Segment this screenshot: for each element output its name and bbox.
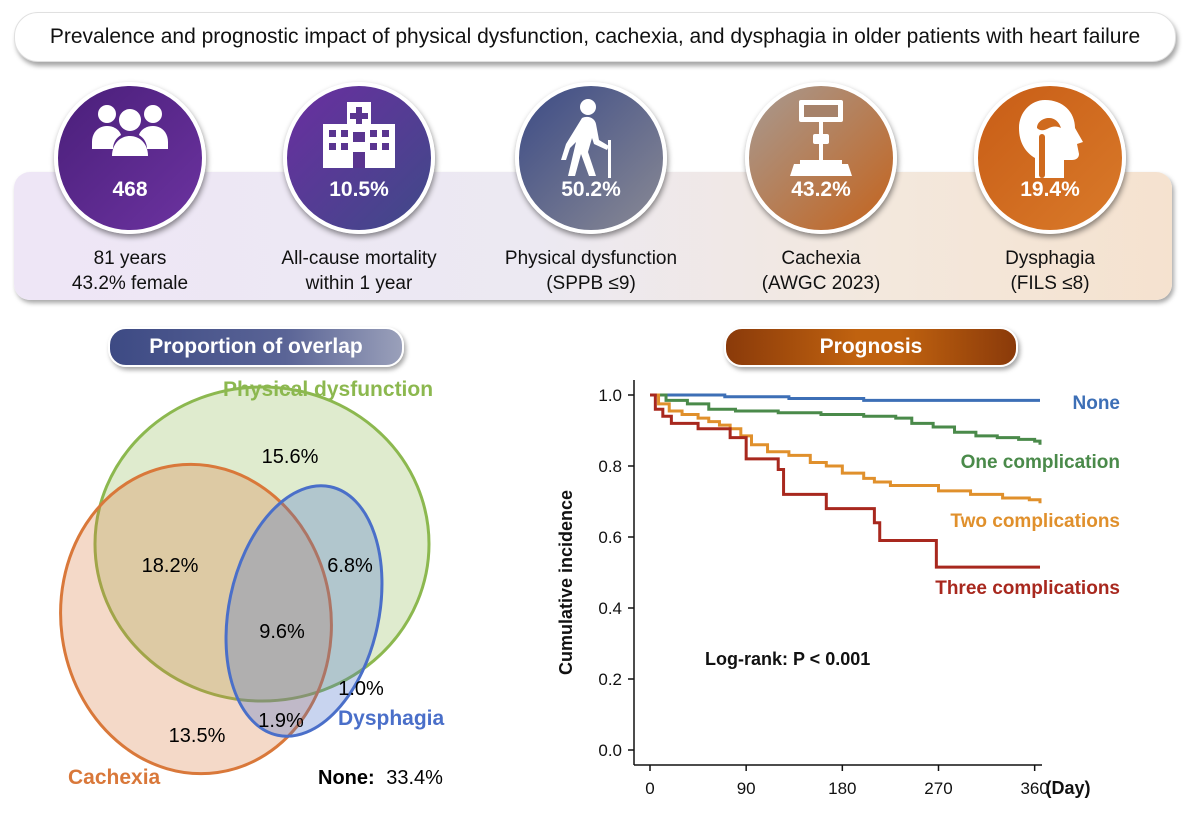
series-label: None (1073, 393, 1121, 414)
region-physical-dysphagia: 6.8% (327, 555, 373, 577)
prognosis-pill: Prognosis (724, 327, 1018, 367)
stat-line-1: All-cause mortality (281, 248, 437, 269)
y-tick-label: 0.2 (598, 670, 622, 689)
region-cachexia-dysphagia: 1.9% (258, 710, 304, 732)
y-tick-label: 1.0 (598, 386, 622, 405)
stat-line-2: 43.2% female (71, 273, 189, 294)
stat-value: 10.5% (329, 178, 389, 201)
none-label: None: (318, 767, 375, 789)
cachexia-set (59, 462, 333, 776)
x-tick-label: 180 (828, 779, 856, 798)
series-line-3 (650, 393, 1042, 504)
y-tick-label: 0.6 (598, 528, 622, 547)
stat-circle: 43.2% (745, 82, 897, 234)
stat-circle: 50.2% (515, 82, 667, 234)
stat-description: All-cause mortality within 1 year (244, 246, 474, 296)
y-tick-label: 0.4 (598, 599, 622, 618)
prognosis-pill-label: Prognosis (819, 335, 923, 358)
stat-card-5: 19.4% Dysphagia (FILS ≤8) (935, 82, 1165, 300)
page-title: Prevalence and prognostic impact of phys… (14, 12, 1176, 62)
region-dysphagia-only: 1.0% (338, 678, 384, 700)
stat-value: 468 (112, 178, 148, 201)
km-chart: 0.0 0.2 0.4 0.6 0.8 1.0 0 90 180 270 360 Cumulative… (556, 380, 1121, 798)
stat-line-1: Dysphagia (1005, 248, 1095, 269)
dysphagia-set (224, 484, 384, 738)
stat-line-2: (FILS ≤8) (1010, 273, 1090, 294)
x-tick-label: 270 (924, 779, 952, 798)
stat-line-1: 81 years (93, 248, 167, 269)
series-label: Three complications (935, 578, 1120, 599)
region-physical-cachexia: 18.2% (142, 555, 199, 577)
x-tick-label: 90 (737, 779, 756, 798)
series-label: Two complications (950, 511, 1120, 532)
stat-line-2: (SPPB ≤9) (546, 273, 636, 294)
stat-description: Dysphagia (FILS ≤8) (935, 246, 1165, 296)
stat-line-2: (AWGC 2023) (761, 273, 881, 294)
series-line-2 (650, 393, 1042, 445)
x-axis-label: (Day) (1045, 778, 1090, 798)
stat-description: 81 years 43.2% female (15, 246, 245, 296)
stat-card-3: 50.2% Physical dysfunction (SPPB ≤9) (476, 82, 706, 300)
x-tick-label: 0 (645, 779, 654, 798)
y-axis-label: Cumulative incidence (556, 490, 576, 675)
stat-circle: 10.5% (283, 82, 435, 234)
region-cachexia-only: 13.5% (169, 725, 226, 747)
stat-circle: 19.4% (974, 82, 1126, 234)
none-value: 33.4% (386, 767, 443, 789)
stat-line-1: Physical dysfunction (504, 248, 678, 269)
stat-card-4: 43.2% Cachexia (AWGC 2023) (706, 82, 936, 300)
overlap-pill: Proportion of overlap (108, 327, 404, 367)
stat-circle: 468 (54, 82, 206, 234)
stat-description: Physical dysfunction (SPPB ≤9) (476, 246, 706, 296)
stat-value: 50.2% (561, 178, 621, 201)
series-line-1 (650, 393, 1040, 402)
dysphagia-label: Dysphagia (338, 707, 445, 730)
log-rank-annotation: Log-rank: P < 0.001 (705, 649, 870, 669)
cachexia-label: Cachexia (68, 766, 161, 789)
stat-description: Cachexia (AWGC 2023) (706, 246, 936, 296)
svg-text:None: 33.4%: None: 33.4% (318, 767, 443, 789)
y-tick-label: 0.0 (598, 741, 622, 760)
overlap-pill-label: Proportion of overlap (149, 335, 363, 358)
stat-card-2: 10.5% All-cause mortality within 1 year (244, 82, 474, 300)
x-tick-label: 360 (1020, 779, 1048, 798)
venn-diagram: Physical dysfunction Cachexia Dysphagia … (59, 378, 445, 789)
stat-value: 19.4% (1020, 178, 1080, 201)
y-tick-label: 0.8 (598, 457, 622, 476)
stat-card-1: 468 81 years 43.2% female (15, 82, 245, 300)
series-line-4 (650, 393, 1040, 569)
stat-value: 43.2% (791, 178, 851, 201)
series-label: One complication (961, 452, 1120, 473)
stat-line-2: within 1 year (305, 273, 413, 294)
region-all-three: 9.6% (259, 621, 305, 643)
region-physical-only: 15.6% (262, 446, 319, 468)
stat-line-1: Cachexia (781, 248, 861, 269)
physical-dysfunction-label: Physical dysfunction (223, 378, 433, 401)
